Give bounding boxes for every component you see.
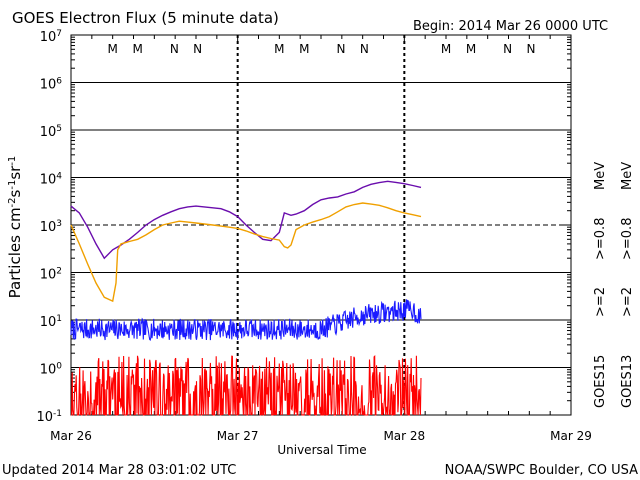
legend-item: MeV [620,162,635,190]
local-time-marker: M [274,42,284,56]
updated-timestamp: Updated 2014 Mar 28 03:01:02 UTC [2,463,236,478]
x-tick-label: Mar 29 [550,429,592,443]
legend-item: >=0.8 [593,218,608,260]
local-time-marker: M [466,42,476,56]
local-time-marker: M [299,42,309,56]
legend-item: >=2 [620,287,635,317]
legend-item: MeV [593,162,608,190]
local-time-marker: M [441,42,451,56]
local-time-marker: N [337,42,346,56]
legend-item: >=2 [593,287,608,317]
y-axis-label: Particles cm-2s-1sr-1 [6,156,24,299]
series [70,180,422,416]
y-tick-label: 104 [40,172,63,188]
series-line-1 [70,202,422,303]
local-time-marker: N [193,42,202,56]
series-line-0 [70,180,422,260]
x-tick-labels: Mar 26 Mar 27 Mar 28 Mar 29 [50,429,592,443]
x-tick-label: Mar 28 [383,429,425,443]
local-time-marker: M [107,42,117,56]
begin-time: Begin: 2014 Mar 26 0000 UTC [413,19,608,34]
y-tick-label: 100 [40,362,63,378]
x-axis-label: Universal Time [277,443,366,457]
legend-item: >=0.8 [620,218,635,260]
series-line-2 [70,299,422,341]
local-time-marker: N [170,42,179,56]
y-tick-label: 102 [40,267,62,283]
local-time-marker: N [360,42,369,56]
x-tick-label: Mar 27 [217,429,259,443]
series-line-3 [71,354,422,416]
legend-item: GOES15 [593,355,608,408]
x-tick-label: Mar 26 [50,429,92,443]
y-tick-label: 10-1 [36,409,62,425]
y-tick-label: 107 [40,29,62,45]
data-source: NOAA/SWPC Boulder, CO USA [445,463,638,478]
local-time-marker: N [527,42,536,56]
grid [71,34,571,416]
y-tick-label: 106 [40,77,63,93]
y-tick-label: 101 [40,314,62,330]
legend: GOES15 >=2 >=0.8 MeV GOES13 >=2 >=0.8 MeV [593,162,635,408]
local-time-marker: M [132,42,142,56]
y-tick-label: 103 [40,219,62,235]
y-tick-label: 105 [40,124,62,140]
y-tick-labels: 10-1 100 101 102 103 104 105 106 107 [36,29,62,425]
chart-title: GOES Electron Flux (5 minute data) [12,9,279,27]
legend-item: GOES13 [620,355,635,408]
local-time-marker: N [503,42,512,56]
